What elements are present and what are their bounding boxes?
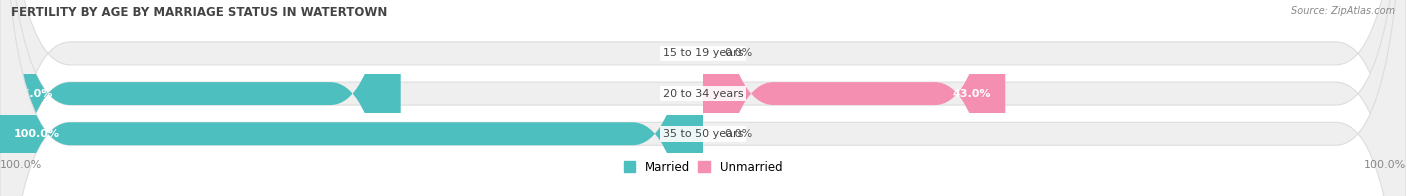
Text: 57.0%: 57.0% <box>14 89 52 99</box>
Text: 100.0%: 100.0% <box>1364 160 1406 171</box>
Text: 15 to 19 years: 15 to 19 years <box>662 48 744 58</box>
Text: 35 to 50 years: 35 to 50 years <box>662 129 744 139</box>
Text: 0.0%: 0.0% <box>724 129 752 139</box>
Text: 20 to 34 years: 20 to 34 years <box>662 89 744 99</box>
FancyBboxPatch shape <box>0 0 401 196</box>
FancyBboxPatch shape <box>703 0 1005 196</box>
Text: 43.0%: 43.0% <box>953 89 991 99</box>
Text: 100.0%: 100.0% <box>0 160 42 171</box>
Text: Source: ZipAtlas.com: Source: ZipAtlas.com <box>1291 6 1395 16</box>
Text: 100.0%: 100.0% <box>14 129 60 139</box>
FancyBboxPatch shape <box>0 0 703 196</box>
Legend: Married, Unmarried: Married, Unmarried <box>624 161 782 174</box>
Text: FERTILITY BY AGE BY MARRIAGE STATUS IN WATERTOWN: FERTILITY BY AGE BY MARRIAGE STATUS IN W… <box>11 6 388 19</box>
Text: 0.0%: 0.0% <box>724 48 752 58</box>
